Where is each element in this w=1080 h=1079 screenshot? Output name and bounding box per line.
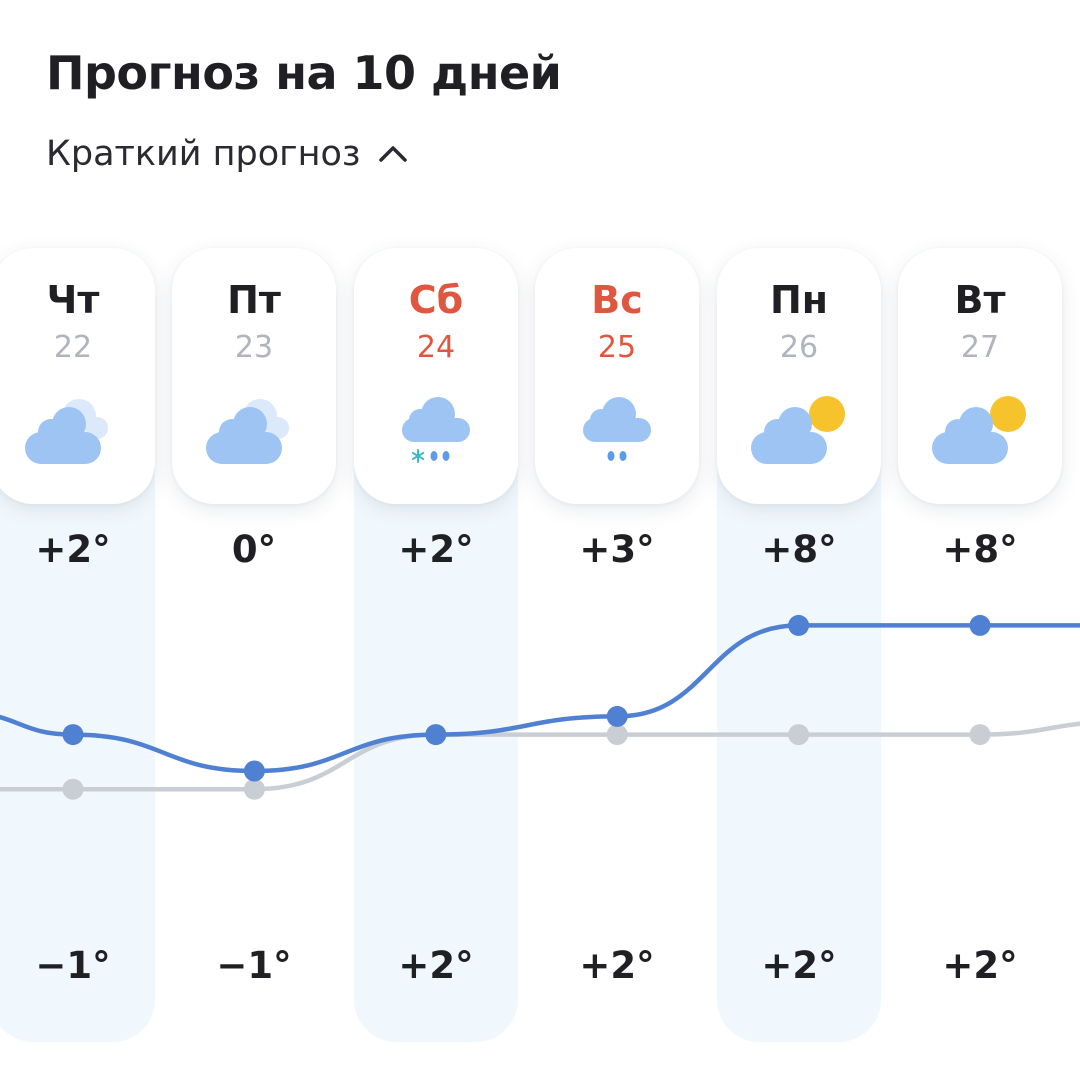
- day-column[interactable]: Пн 26 +8° +2°: [717, 248, 881, 1042]
- min-temperature: +2°: [579, 944, 655, 987]
- day-card[interactable]: Сб 24: [354, 248, 518, 504]
- max-temperature: +8°: [942, 528, 1018, 571]
- day-card[interactable]: Вс 25: [535, 248, 699, 504]
- day-of-week: Пт: [227, 278, 281, 322]
- day-column[interactable]: Чт 22 +2° −1°: [0, 248, 155, 1042]
- max-temperature: +2°: [398, 528, 474, 571]
- cloudy-icon: [206, 399, 289, 464]
- day-column[interactable]: Вт 27 +8° +2°: [898, 248, 1062, 1042]
- max-temperature: +3°: [579, 528, 655, 571]
- day-of-week: Пн: [769, 278, 829, 322]
- page-title: Прогноз на 10 дней: [46, 46, 562, 100]
- short-forecast-toggle[interactable]: Краткий прогноз: [46, 134, 408, 174]
- day-of-week: Сб: [408, 278, 464, 322]
- day-card[interactable]: Пт 23: [172, 248, 336, 504]
- rain-snow-icon: [402, 397, 470, 463]
- day-of-week: Вс: [591, 278, 643, 322]
- min-temperature: +2°: [761, 944, 837, 987]
- max-temperature: +8°: [761, 528, 837, 571]
- day-date: 26: [779, 330, 819, 365]
- day-card[interactable]: Вт 27: [898, 248, 1062, 504]
- partly-cloudy-icon: [751, 396, 845, 464]
- day-date: 23: [234, 330, 274, 365]
- partly-cloudy-icon: [932, 396, 1026, 464]
- min-temperature: −1°: [216, 944, 292, 987]
- min-temperature: −1°: [35, 944, 111, 987]
- day-date: 27: [960, 330, 1000, 365]
- day-card[interactable]: Чт 22: [0, 248, 155, 504]
- day-of-week: Чт: [46, 278, 100, 322]
- day-of-week: Вт: [954, 278, 1006, 322]
- min-temperature: +2°: [398, 944, 474, 987]
- max-temperature: 0°: [231, 528, 277, 571]
- day-card[interactable]: Пн 26: [717, 248, 881, 504]
- max-temperature: +2°: [35, 528, 111, 571]
- day-date: 24: [416, 330, 456, 365]
- chevron-up-icon: [379, 146, 408, 162]
- short-forecast-label: Краткий прогноз: [46, 134, 361, 174]
- cloudy-icon: [25, 399, 108, 464]
- rain-icon: [583, 397, 651, 461]
- day-date: 25: [597, 330, 637, 365]
- min-temperature: +2°: [942, 944, 1018, 987]
- day-date: 22: [53, 330, 93, 365]
- day-column[interactable]: Вс 25 +3° +2°: [535, 248, 699, 1042]
- day-column[interactable]: Сб 24 +2° +2°: [354, 248, 518, 1042]
- day-column[interactable]: Пт 23 0° −1°: [172, 248, 336, 1042]
